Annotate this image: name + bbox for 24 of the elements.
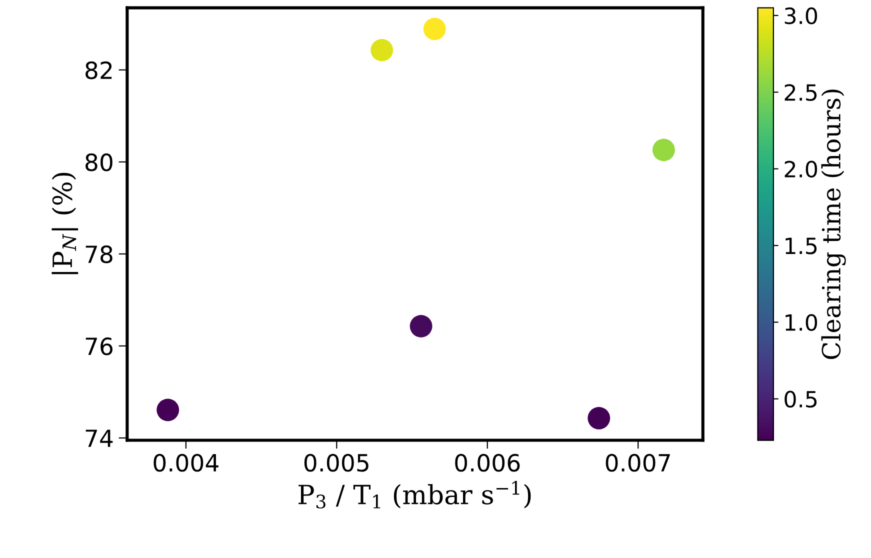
x-tick-label: 0.007 [606,454,670,472]
x-tick-label: 0.005 [304,454,368,472]
color-bar-label: 2.5 [784,84,817,101]
y-tick-label: 78 [86,245,112,264]
point [652,138,675,162]
color-bar-title: Clearing time (hours) [821,90,846,360]
y-tick-label: 80 [86,153,112,172]
point [588,406,610,430]
point [423,18,446,40]
y-tick-label: 82 [86,61,112,80]
color-bar-label: 1.0 [786,314,818,331]
x-tick-label: 0.006 [455,454,520,472]
point [156,398,180,422]
y-tick-label: 76 [86,337,112,356]
y-axis-title: |P$_{N}$| (%) [52,172,78,274]
y-tick-label: 74 [86,430,113,447]
color-bar-label: 3.0 [784,7,818,24]
point [370,38,394,62]
color-bar-label: 1.5 [786,238,817,254]
x-axis-title: P$_{3}$ / T$_{1}$ (mbar s$^{−1}$) [298,480,531,509]
x-tick-label: 0.004 [154,454,218,472]
point [410,314,432,338]
color-bar-label: 0.5 [784,390,817,408]
color-bar-label: 2.0 [784,160,818,178]
